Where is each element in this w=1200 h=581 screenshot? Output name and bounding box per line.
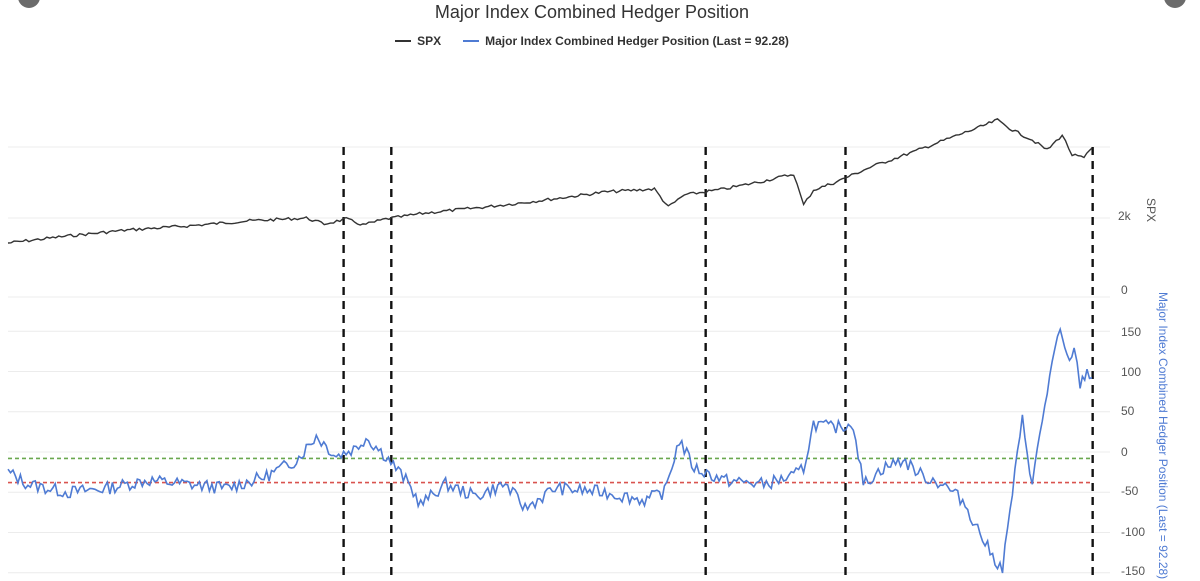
hedger-tick-label: 50	[1121, 404, 1135, 418]
spx-tick-label: 2k	[1118, 209, 1132, 223]
event-markers	[342, 147, 1094, 578]
series-line-hedger	[7, 326, 1093, 574]
chart-title: Major Index Combined Hedger Position	[434, 2, 750, 22]
hedger-tick-label: -50	[1121, 484, 1139, 498]
hedger-tick-label: 0	[1121, 283, 1128, 297]
hedger-tick-label: -100	[1121, 525, 1145, 539]
legend-label-hedger: Major Index Combined Hedger Position (La…	[485, 34, 789, 48]
hedger-tick-label: 0	[1121, 445, 1128, 459]
series-line-spx	[7, 117, 1093, 244]
hedger-tick-label: -150	[1121, 564, 1145, 578]
right-corner-button[interactable]	[1164, 0, 1186, 8]
axis-ticks: 2k 0 150 100 50 0 -50 -100 -150	[1118, 209, 1145, 578]
legend-swatch-spx	[395, 40, 412, 42]
legend-swatch-hedger	[463, 40, 480, 42]
left-corner-button[interactable]	[18, 0, 40, 8]
hedger-axis-title: Major Index Combined Hedger Position (La…	[1156, 292, 1170, 579]
legend-label-spx: SPX	[417, 34, 442, 48]
gridlines	[8, 146, 1110, 574]
legend-item-spx[interactable]: SPX	[395, 34, 441, 48]
legend: SPX Major Index Combined Hedger Position…	[0, 34, 1184, 48]
spx-axis-title: SPX	[1144, 198, 1158, 222]
legend-item-hedger[interactable]: Major Index Combined Hedger Position (La…	[463, 34, 789, 48]
hedger-tick-label: 150	[1121, 325, 1141, 339]
reference-lines	[8, 457, 1090, 484]
hedger-tick-label: 100	[1121, 365, 1141, 379]
